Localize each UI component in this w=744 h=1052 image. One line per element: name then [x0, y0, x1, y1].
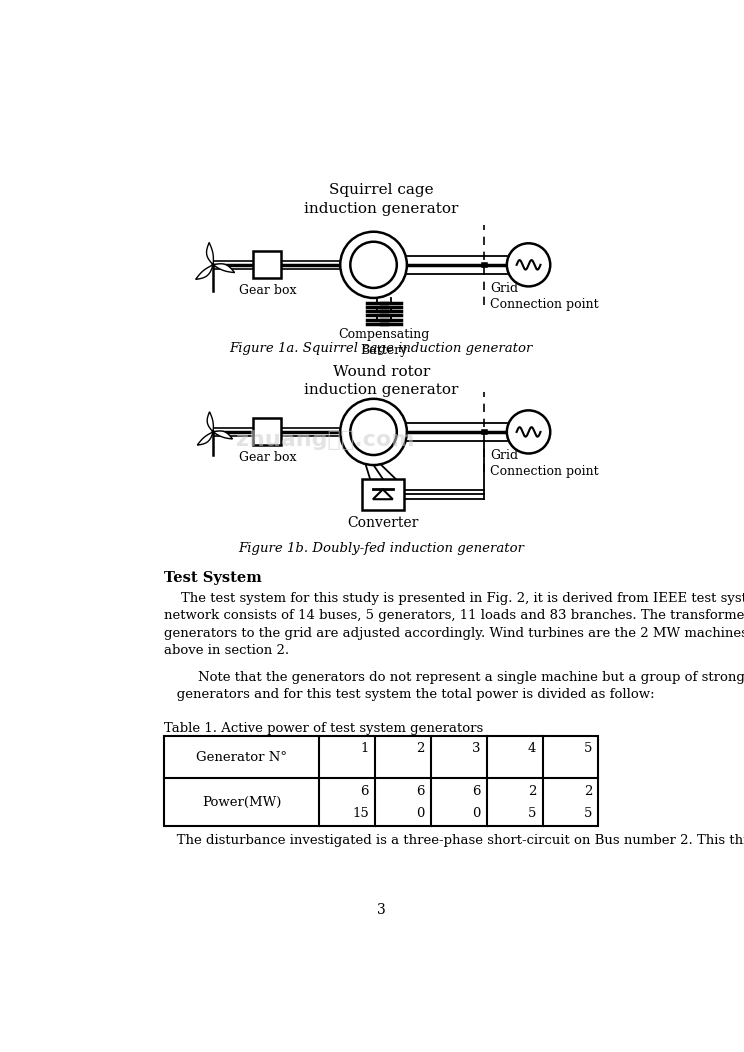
- Text: Converter: Converter: [347, 515, 419, 530]
- Text: network consists of 14 buses, 5 generators, 11 loads and 83 branches. The transf: network consists of 14 buses, 5 generato…: [164, 609, 744, 623]
- Text: Gear box: Gear box: [239, 451, 296, 464]
- Bar: [254, 419, 281, 445]
- Text: Squirrel cage
induction generator: Squirrel cage induction generator: [304, 183, 458, 216]
- Text: Grid
Connection point: Grid Connection point: [490, 449, 598, 478]
- Text: 5: 5: [584, 807, 592, 820]
- Text: 3: 3: [472, 743, 481, 755]
- Circle shape: [350, 409, 397, 456]
- Text: 5: 5: [528, 807, 536, 820]
- Circle shape: [212, 431, 214, 432]
- Text: Figure 1a. Squirrel cage induction generator: Figure 1a. Squirrel cage induction gener…: [230, 342, 533, 355]
- Text: Grid
Connection point: Grid Connection point: [490, 282, 598, 310]
- Bar: [164, 736, 598, 826]
- Circle shape: [350, 242, 397, 288]
- Text: Generator N°: Generator N°: [196, 751, 287, 764]
- Polygon shape: [373, 489, 393, 500]
- Text: 6: 6: [472, 785, 481, 797]
- Circle shape: [507, 243, 551, 286]
- Text: The disturbance investigated is a three-phase short-circuit on Bus number 2. Thi: The disturbance investigated is a three-…: [164, 834, 744, 847]
- Polygon shape: [197, 432, 213, 445]
- Polygon shape: [213, 431, 232, 439]
- Text: 1: 1: [361, 743, 369, 755]
- Text: 2: 2: [528, 785, 536, 797]
- Bar: [362, 479, 404, 510]
- Text: Test System: Test System: [164, 570, 262, 585]
- Text: 2: 2: [584, 785, 592, 797]
- Text: 3: 3: [377, 903, 385, 917]
- Text: generators and for this test system the total power is divided as follow:: generators and for this test system the …: [164, 688, 655, 701]
- Text: above in section 2.: above in section 2.: [164, 644, 289, 658]
- Text: 6: 6: [360, 785, 369, 797]
- Circle shape: [507, 410, 551, 453]
- Text: generators to the grid are adjusted accordingly. Wind turbines are the 2 MW mach: generators to the grid are adjusted acco…: [164, 627, 744, 640]
- Text: 6: 6: [416, 785, 425, 797]
- Text: 2: 2: [417, 743, 425, 755]
- Circle shape: [340, 399, 407, 465]
- Circle shape: [212, 264, 214, 266]
- Polygon shape: [207, 243, 214, 265]
- Text: 15: 15: [352, 807, 369, 820]
- Polygon shape: [196, 265, 213, 280]
- Text: Wound rotor
induction generator: Wound rotor induction generator: [304, 365, 458, 398]
- Polygon shape: [213, 264, 234, 272]
- Text: 4: 4: [528, 743, 536, 755]
- Circle shape: [340, 231, 407, 298]
- Text: 5: 5: [584, 743, 592, 755]
- Bar: [254, 251, 281, 279]
- Text: Power(MW): Power(MW): [202, 795, 281, 809]
- Text: Figure 1b. Doubly-fed induction generator: Figure 1b. Doubly-fed induction generato…: [238, 542, 525, 555]
- Text: zhuang大师.com: zhuang大师.com: [237, 429, 414, 449]
- Text: 0: 0: [417, 807, 425, 820]
- Text: Note that the generators do not represent a single machine but a group of strong: Note that the generators do not represen…: [164, 670, 744, 684]
- Text: Table 1. Active power of test system generators: Table 1. Active power of test system gen…: [164, 723, 484, 735]
- Text: 0: 0: [472, 807, 481, 820]
- Text: The test system for this study is presented in Fig. 2, it is derived from IEEE t: The test system for this study is presen…: [164, 592, 744, 605]
- Text: Gear box: Gear box: [239, 284, 296, 297]
- Polygon shape: [207, 411, 214, 432]
- Text: Compensating
Battery: Compensating Battery: [338, 328, 429, 358]
